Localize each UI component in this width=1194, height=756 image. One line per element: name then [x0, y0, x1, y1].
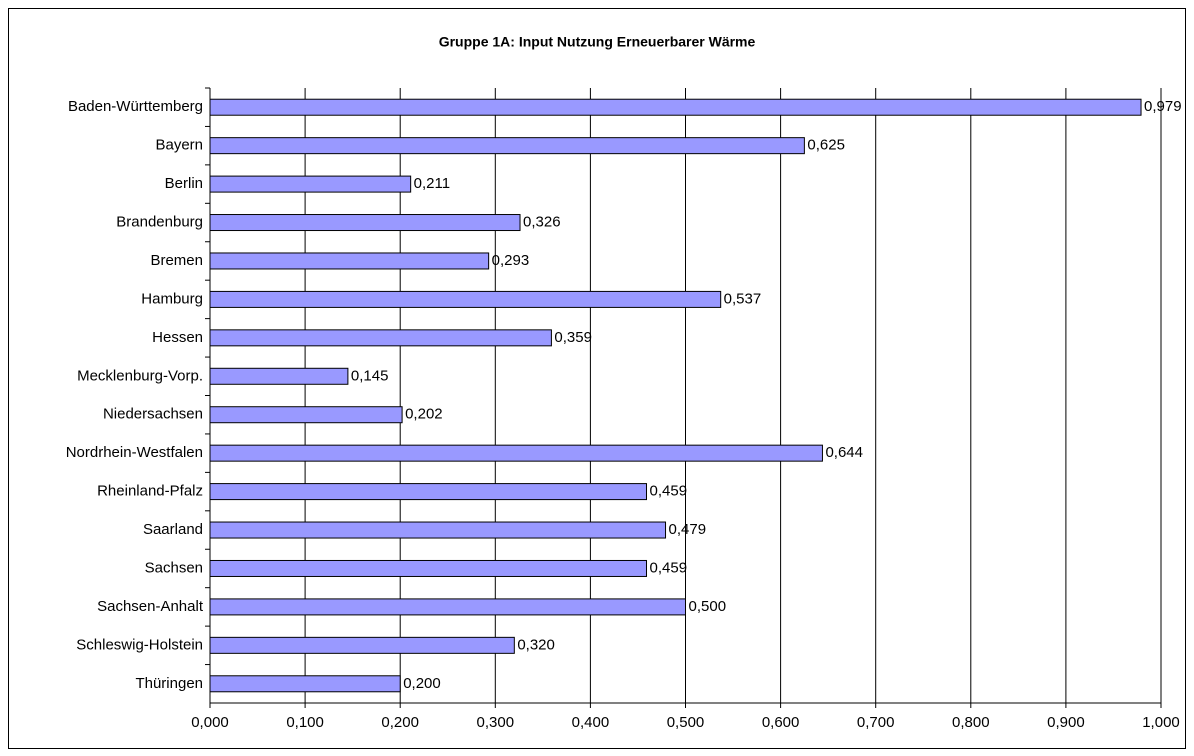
y-tick-label: Bremen [150, 252, 203, 269]
bar [209, 636, 515, 654]
y-tick-label: Hessen [152, 329, 203, 346]
value-label: 0,500 [689, 598, 727, 615]
value-label: 0,211 [414, 175, 450, 192]
y-tick-label: Thüringen [135, 675, 203, 692]
bar [209, 329, 552, 347]
x-tick-label: 0,500 [667, 714, 705, 731]
value-label: 0,200 [403, 675, 441, 692]
bar [209, 598, 686, 616]
bar [209, 367, 349, 385]
bar [209, 675, 401, 693]
value-label: 0,326 [523, 214, 561, 231]
value-label: 0,459 [650, 483, 688, 500]
bar [209, 214, 521, 232]
bar [209, 252, 490, 270]
bar [209, 483, 648, 501]
y-tick-label: Brandenburg [116, 214, 203, 231]
x-tick-label: 0,000 [191, 714, 229, 731]
y-tick-label: Hamburg [141, 290, 203, 307]
value-label: 0,202 [405, 406, 443, 423]
bar [209, 444, 823, 462]
bar [209, 175, 412, 193]
y-tick-label: Sachsen [145, 559, 203, 576]
bar [209, 290, 722, 308]
y-tick-label: Schleswig-Holstein [76, 636, 203, 653]
value-label: 0,479 [669, 521, 707, 538]
x-tick-label: 1,000 [1142, 714, 1180, 731]
bar [209, 406, 403, 424]
y-tick-label: Berlin [165, 175, 203, 192]
y-tick-label: Rheinland-Pfalz [97, 483, 203, 500]
y-tick-label: Niedersachsen [103, 406, 203, 423]
value-label: 0,293 [492, 252, 530, 269]
bar [209, 559, 648, 577]
value-label: 0,459 [650, 559, 688, 576]
x-tick-label: 0,900 [1047, 714, 1085, 731]
value-label: 0,979 [1144, 98, 1182, 115]
x-tick-label: 0,400 [572, 714, 610, 731]
bar [209, 98, 1142, 116]
bar [209, 521, 667, 539]
bar [209, 137, 805, 155]
y-tick-label: Saarland [143, 521, 203, 538]
y-tick-label: Sachsen-Anhalt [97, 598, 204, 615]
chart-title: Gruppe 1A: Input Nutzung Erneuerbarer Wä… [439, 34, 756, 50]
x-tick-label: 0,600 [762, 714, 800, 731]
value-label: 0,145 [351, 367, 389, 384]
value-label: 0,359 [554, 329, 592, 346]
y-tick-label: Bayern [155, 137, 203, 154]
x-tick-label: 0,700 [857, 714, 895, 731]
x-tick-label: 0,300 [477, 714, 515, 731]
x-tick-label: 0,800 [952, 714, 990, 731]
y-tick-label: Nordrhein-Westfalen [66, 444, 203, 461]
value-label: 0,625 [807, 137, 845, 154]
value-label: 0,537 [724, 290, 762, 307]
y-tick-label: Baden-Württemberg [68, 98, 203, 115]
value-label: 0,644 [825, 444, 863, 461]
value-label: 0,320 [517, 636, 555, 653]
x-tick-label: 0,100 [286, 714, 324, 731]
x-tick-label: 0,200 [381, 714, 419, 731]
chart-frame [8, 8, 1186, 749]
y-tick-label: Mecklenburg-Vorp. [77, 367, 203, 384]
